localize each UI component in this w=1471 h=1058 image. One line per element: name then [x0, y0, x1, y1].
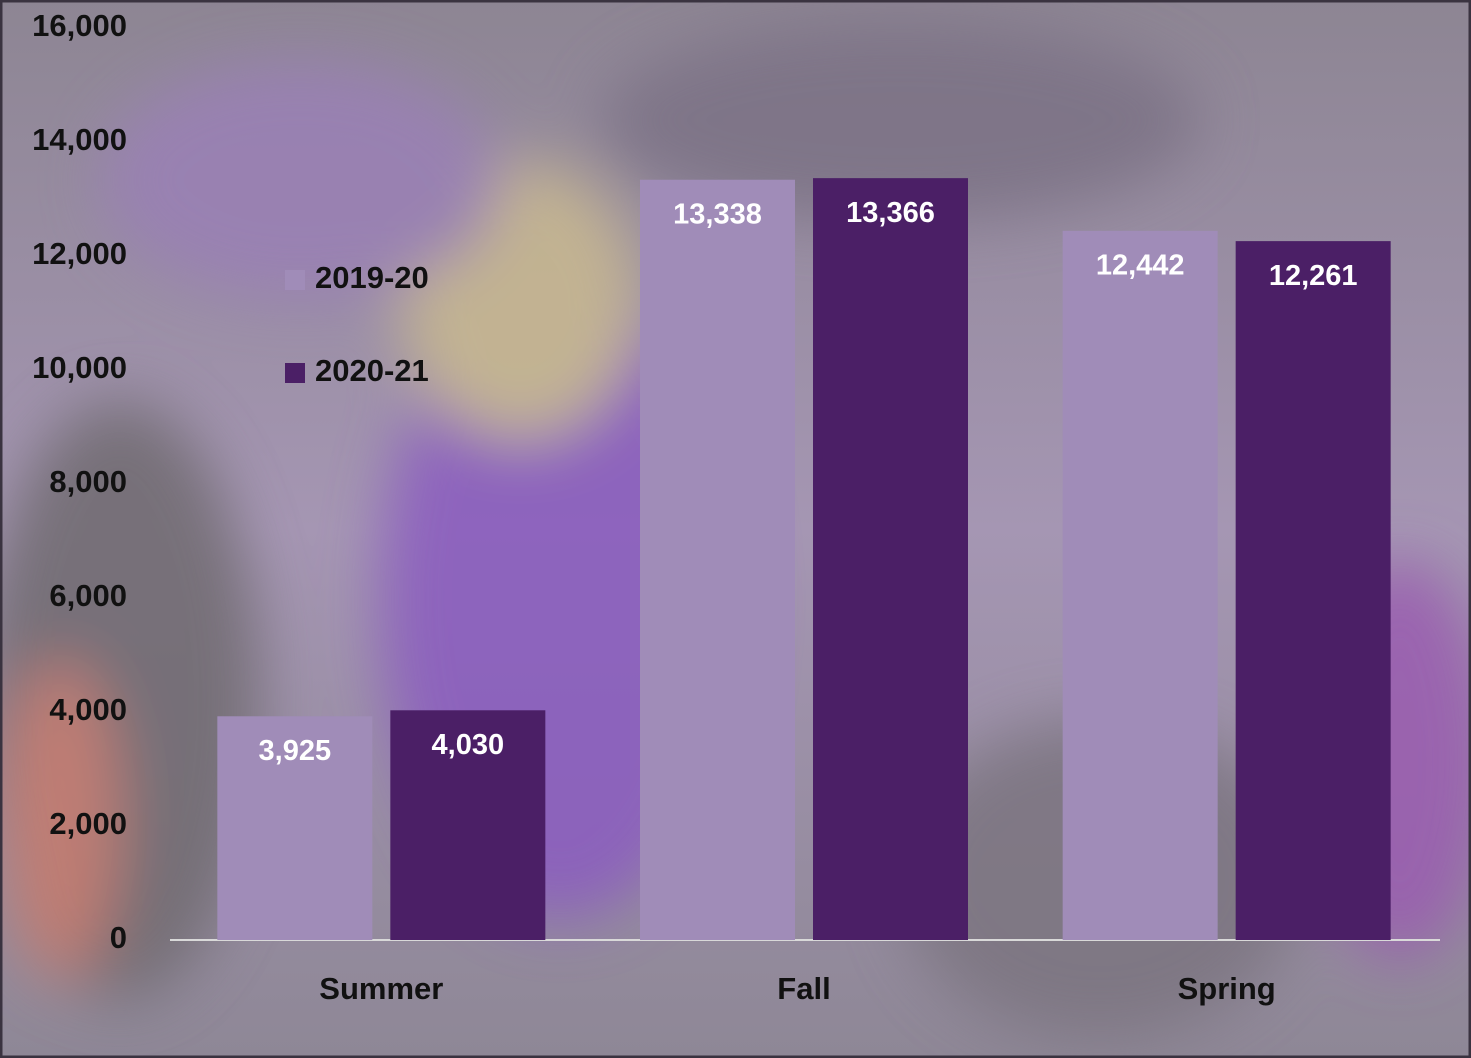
- y-tick-label: 14,000: [32, 122, 127, 157]
- value-label: 13,366: [846, 197, 935, 229]
- legend-swatch: [285, 270, 305, 290]
- y-tick-label: 6,000: [49, 578, 127, 613]
- x-tick-label: Spring: [1178, 971, 1276, 1006]
- value-label: 12,261: [1269, 260, 1358, 292]
- x-tick-label: Summer: [319, 971, 443, 1006]
- page: 0 2,000 4,000 6,000 8,000 10,000 12,000 14,000 1…: [0, 0, 1471, 1058]
- y-tick-label: 12,000: [32, 236, 127, 271]
- y-tick-label: 10,000: [32, 350, 127, 385]
- y-tick-label: 4,000: [49, 692, 127, 727]
- bar: [813, 178, 968, 940]
- value-label: 3,925: [259, 735, 332, 767]
- x-tick-label: Fall: [777, 971, 830, 1006]
- y-tick-label: 0: [110, 920, 127, 955]
- value-label: 13,338: [673, 198, 762, 230]
- bar: [640, 180, 795, 940]
- value-label: 4,030: [432, 729, 505, 761]
- chart: 0 2,000 4,000 6,000 8,000 10,000 12,000 14,000 1…: [0, 0, 1471, 1058]
- legend-label: 2019-20: [315, 260, 429, 295]
- legend-swatch: [285, 363, 305, 383]
- y-tick-label: 8,000: [49, 464, 127, 499]
- bar: [1063, 231, 1218, 940]
- value-label: 12,442: [1096, 249, 1185, 281]
- bar: [1236, 241, 1391, 940]
- legend-label: 2020-21: [315, 353, 429, 388]
- y-tick-label: 2,000: [49, 806, 127, 841]
- y-tick-label: 16,000: [32, 8, 127, 43]
